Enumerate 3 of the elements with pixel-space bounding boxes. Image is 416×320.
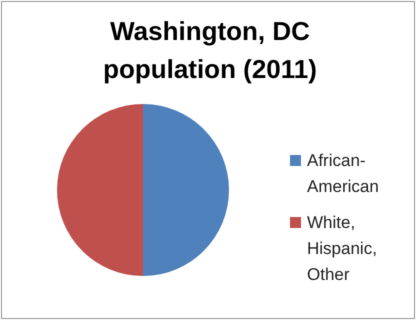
chart-title: Washington, DC population (2011)	[102, 15, 318, 86]
legend-label: White, Hispanic, Other	[307, 212, 378, 286]
legend-label: African-American	[307, 150, 380, 198]
